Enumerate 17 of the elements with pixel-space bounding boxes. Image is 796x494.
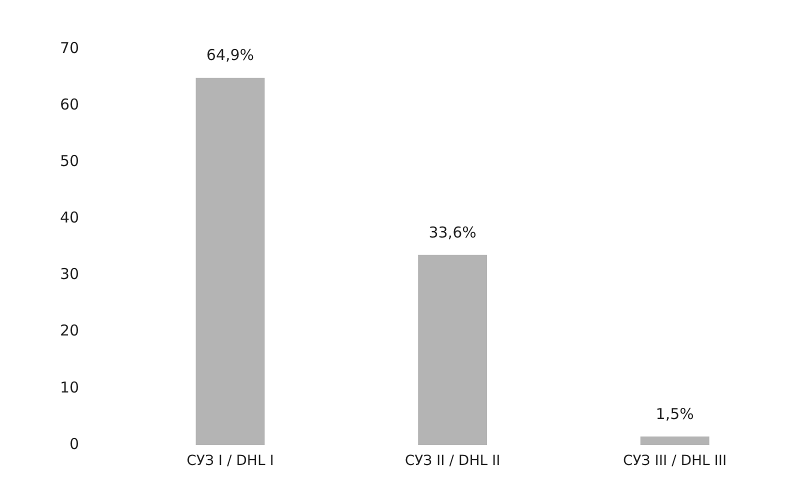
- y-tick-label: 20: [60, 322, 80, 340]
- y-tick-label: 10: [60, 378, 80, 396]
- bar: [196, 78, 265, 445]
- y-tick-label: 0: [70, 434, 80, 453]
- bar: [418, 254, 487, 445]
- x-tick-label: СУЗ I / DHL I: [186, 453, 274, 470]
- y-tick-label: 60: [60, 95, 80, 114]
- x-tick-label: СУЗ II / DHL II: [404, 453, 500, 470]
- data-label: 1,5%: [656, 404, 694, 423]
- data-label: 33,6%: [428, 223, 476, 242]
- y-tick-label: 50: [60, 152, 80, 170]
- x-tick-label: СУЗ III / DHL III: [623, 453, 727, 470]
- y-tick-label: 70: [60, 38, 80, 57]
- y-tick-label: 40: [60, 208, 80, 227]
- data-label: 64,9%: [206, 46, 254, 64]
- y-tick-label: 30: [60, 265, 80, 284]
- bar: [640, 436, 710, 445]
